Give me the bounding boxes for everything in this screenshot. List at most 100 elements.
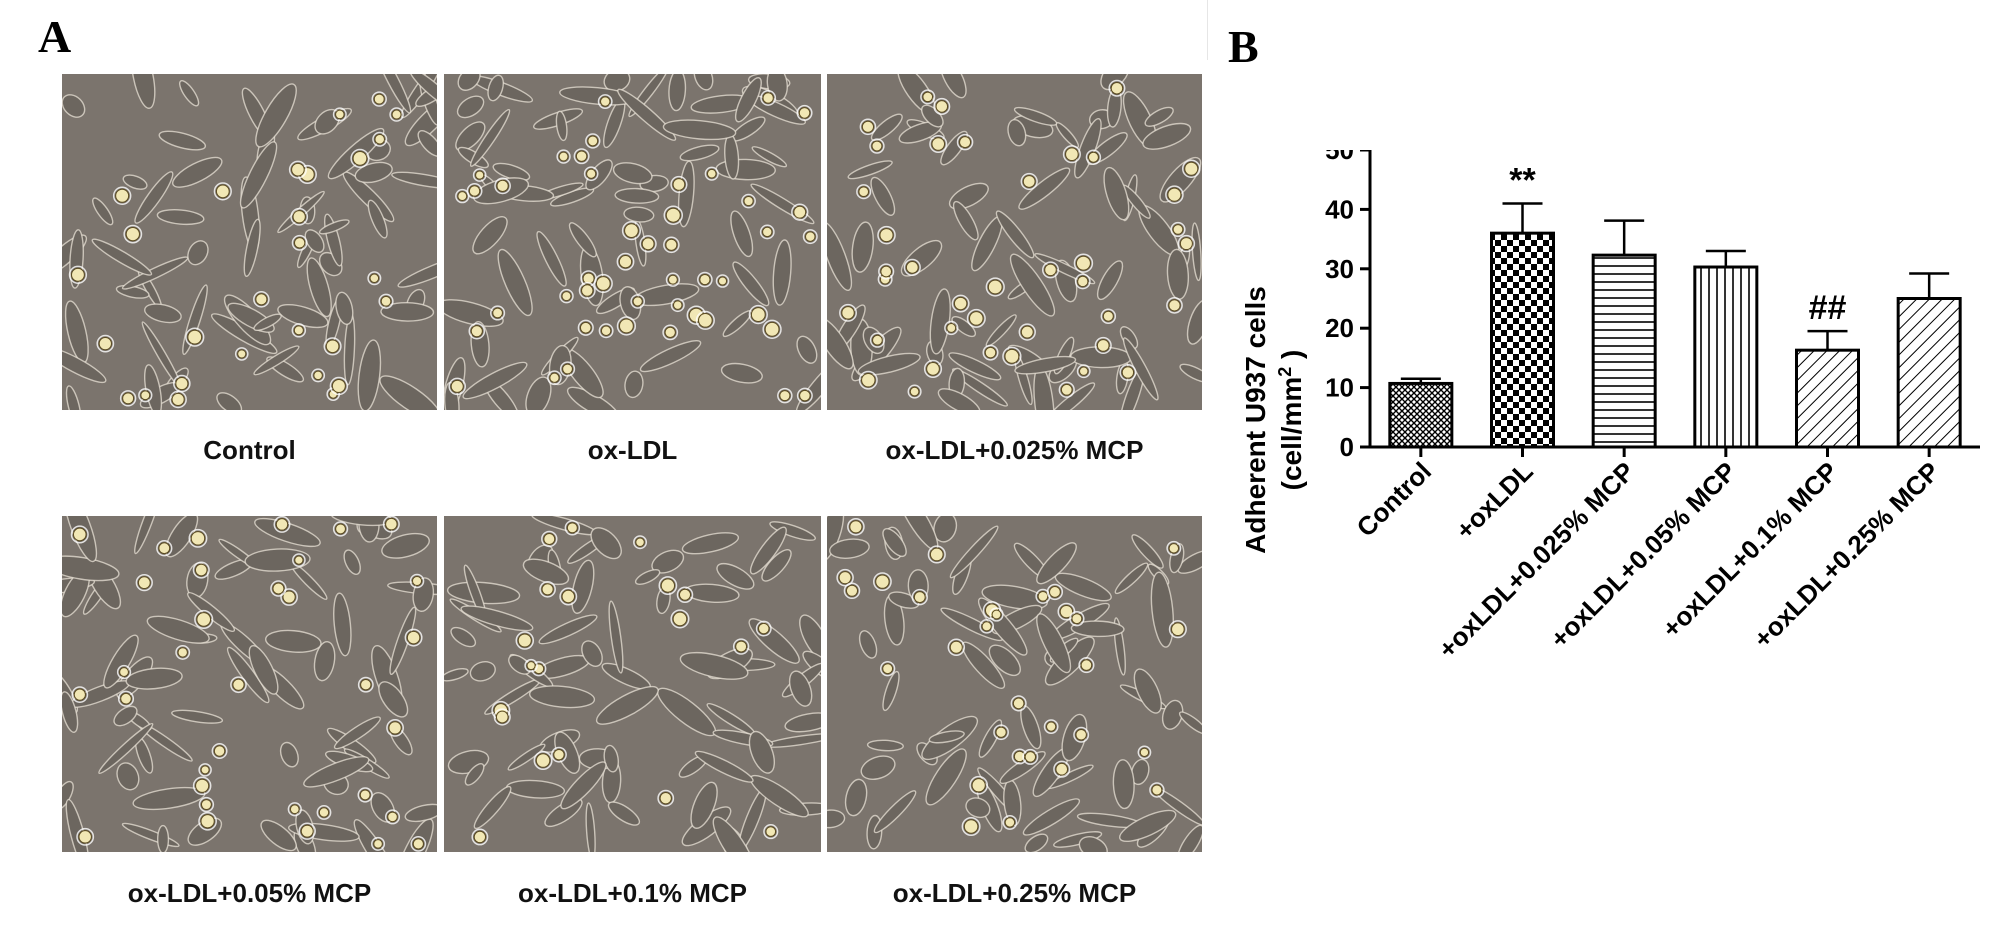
round-cell-halo bbox=[541, 530, 558, 548]
spindle-cell bbox=[379, 375, 437, 410]
round-cell-halo bbox=[490, 305, 506, 321]
round-cell bbox=[1168, 543, 1180, 554]
round-cell bbox=[880, 265, 893, 278]
spindle-cell bbox=[851, 221, 874, 273]
spindle-cell bbox=[409, 74, 437, 110]
round-cell-halo bbox=[1010, 695, 1027, 712]
round-cell-halo bbox=[877, 225, 896, 245]
spindle-cell bbox=[98, 722, 154, 775]
round-cell-halo bbox=[291, 323, 307, 338]
round-cell-halo bbox=[762, 319, 782, 339]
spindle-cell bbox=[158, 130, 207, 151]
round-cell bbox=[200, 765, 210, 775]
spindle-cell bbox=[1131, 534, 1164, 569]
round-cell bbox=[905, 261, 919, 274]
round-cell-halo bbox=[1100, 308, 1117, 324]
spindle-cell bbox=[873, 790, 917, 834]
round-cell-halo bbox=[856, 184, 872, 200]
spindle-cell bbox=[761, 549, 792, 582]
spindle-cell bbox=[656, 687, 717, 737]
spindle-cell bbox=[1036, 613, 1072, 674]
spindle-cell bbox=[1036, 542, 1077, 585]
round-cell bbox=[200, 814, 215, 829]
round-cell bbox=[953, 296, 968, 311]
round-cell-halo bbox=[372, 131, 388, 147]
spindle-cell bbox=[595, 685, 659, 725]
spindle-cell bbox=[1133, 668, 1162, 714]
spindle-cell bbox=[749, 526, 787, 575]
round-cell bbox=[672, 611, 688, 627]
round-cell-halo bbox=[185, 327, 205, 347]
round-cell bbox=[562, 363, 573, 375]
spindle-cell bbox=[1186, 299, 1202, 345]
round-cell-halo bbox=[211, 743, 228, 759]
spindle-cell bbox=[720, 362, 763, 384]
round-cell-halo bbox=[944, 320, 959, 336]
micrograph-oxldl bbox=[444, 74, 821, 410]
round-cell bbox=[861, 372, 876, 388]
spindle-cell bbox=[933, 516, 958, 543]
round-cell-halo bbox=[71, 686, 89, 703]
round-cell-halo bbox=[869, 332, 886, 348]
round-cell bbox=[255, 293, 268, 306]
spindle-cell bbox=[522, 558, 570, 586]
round-cell-halo bbox=[298, 822, 316, 840]
round-cell-halo bbox=[1069, 610, 1085, 627]
round-cell bbox=[618, 255, 633, 269]
spindle-cell bbox=[662, 119, 737, 141]
spindle-cell bbox=[333, 716, 381, 750]
spindle-cell bbox=[769, 521, 816, 541]
y-tick-label: 10 bbox=[1325, 373, 1354, 403]
spindle-cell bbox=[827, 221, 853, 292]
spindle-cell bbox=[612, 162, 653, 185]
round-cell-halo bbox=[1022, 748, 1039, 765]
spindle-cell bbox=[555, 110, 568, 142]
round-cell-halo bbox=[791, 203, 809, 221]
round-cell-halo bbox=[332, 107, 347, 122]
spindle-cell bbox=[253, 345, 300, 376]
spindle-cell bbox=[335, 291, 354, 325]
round-cell bbox=[1139, 747, 1150, 757]
round-cell bbox=[457, 191, 468, 202]
round-cell bbox=[1080, 659, 1093, 671]
round-cell bbox=[78, 830, 92, 844]
round-cell-halo bbox=[1018, 323, 1036, 341]
bar bbox=[1896, 297, 1962, 449]
spindle-cell bbox=[951, 316, 977, 338]
significance-annotation: ## bbox=[1809, 289, 1847, 327]
micrograph-label-oxldl-01-mcp: ox-LDL+0.1% MCP bbox=[518, 878, 747, 908]
spindle-cell bbox=[978, 719, 1003, 758]
round-cell-halo bbox=[1119, 363, 1137, 381]
round-cell bbox=[282, 590, 296, 604]
round-cell-halo bbox=[96, 334, 115, 353]
round-cell-halo bbox=[524, 658, 538, 673]
spindle-cell bbox=[125, 667, 183, 690]
round-cell-halo bbox=[448, 377, 467, 396]
micrograph-oxldl-0025-mcp bbox=[827, 74, 1202, 410]
round-cell-halo bbox=[1165, 185, 1184, 204]
round-cell-halo bbox=[802, 229, 818, 245]
y-tick-label: 40 bbox=[1325, 194, 1354, 224]
spindle-cell bbox=[900, 239, 943, 277]
x-tick-label: +oxLDL+0.1% MCP bbox=[1656, 456, 1844, 644]
round-cell-halo bbox=[192, 561, 210, 579]
spindle-cell bbox=[925, 748, 967, 806]
round-cell-halo bbox=[966, 308, 986, 328]
round-cell bbox=[275, 518, 289, 531]
round-cell-halo bbox=[280, 588, 298, 606]
round-cell-halo bbox=[1002, 814, 1018, 830]
micrograph-oxldl-005-mcp bbox=[62, 516, 437, 852]
round-cell bbox=[665, 238, 678, 251]
round-cell bbox=[1049, 586, 1061, 598]
spindle-cell bbox=[634, 569, 661, 585]
bar bbox=[1388, 381, 1454, 449]
round-cell-halo bbox=[989, 607, 1004, 622]
spindle-cell bbox=[1044, 382, 1096, 410]
spindle-cell bbox=[732, 261, 770, 307]
round-cell bbox=[762, 92, 774, 104]
round-cell-halo bbox=[378, 293, 394, 309]
round-cell-halo bbox=[468, 322, 486, 340]
panel-b-letter: B bbox=[1228, 21, 1259, 72]
spindle-cell bbox=[146, 615, 210, 644]
spindle-cell bbox=[614, 187, 660, 204]
